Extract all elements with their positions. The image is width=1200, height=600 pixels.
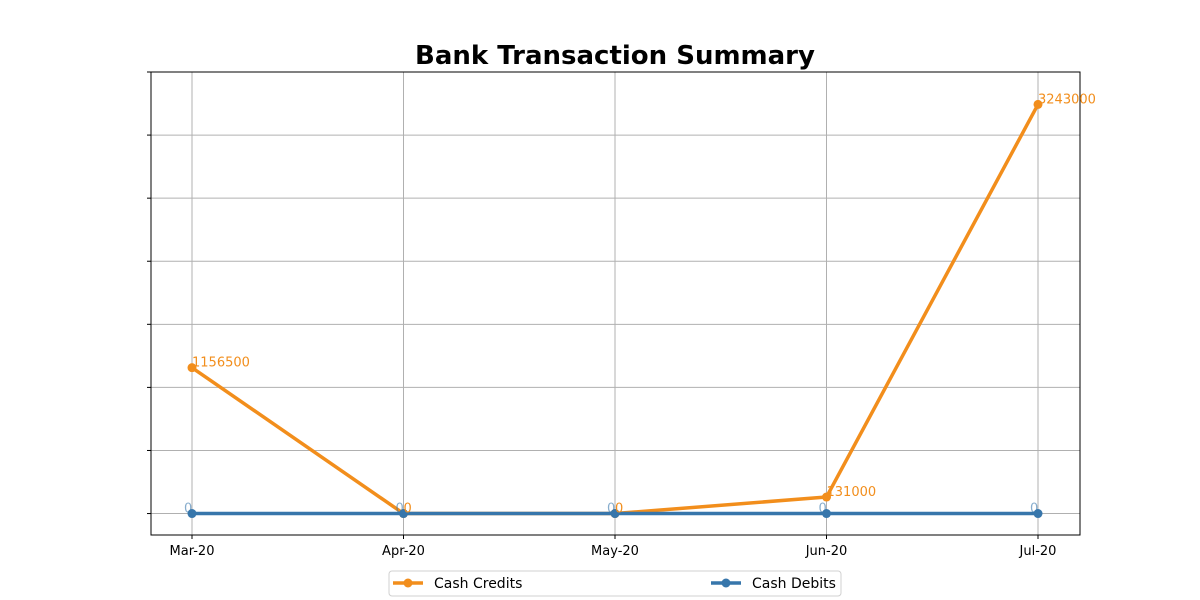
data-label: 3243000 (1038, 92, 1096, 107)
data-label: 0 (396, 502, 404, 517)
data-point (822, 492, 831, 502)
x-tick-label: Apr-20 (382, 544, 425, 559)
data-label: 0 (607, 502, 615, 517)
legend-item: Cash Debits (711, 576, 836, 592)
grid (151, 71, 1080, 535)
data-point (610, 509, 620, 519)
y-axis (147, 71, 151, 515)
data-point (187, 509, 197, 519)
legend-swatch-marker (721, 578, 731, 588)
series-layer (187, 99, 1043, 519)
x-tick-label: Jul-20 (1019, 544, 1057, 559)
chart-title: Bank Transaction Summary (415, 41, 815, 71)
data-point (399, 509, 408, 519)
data-label: 0 (1030, 502, 1038, 517)
series-cash-debits (187, 509, 1043, 519)
data-label: 0 (615, 502, 623, 517)
data-label: 0 (819, 502, 827, 517)
data-label: 131000 (827, 485, 877, 500)
data-point (1033, 509, 1043, 519)
x-tick-label: Mar-20 (170, 544, 215, 559)
data-point (1033, 99, 1043, 109)
legend-item: Cash Credits (393, 576, 522, 592)
x-tick-label: May-20 (591, 544, 639, 559)
data-point (822, 509, 831, 519)
data-label: 0 (404, 502, 412, 517)
legend-box (388, 570, 842, 597)
x-tick-label: Jun-20 (805, 544, 848, 559)
legend-label: Cash Debits (752, 576, 836, 592)
x-axis: Mar-20 Apr-20 May-20 Jun-20 Jul-20 (170, 535, 1057, 559)
data-label: 0 (184, 502, 192, 517)
legend-label: Cash Credits (434, 576, 522, 592)
data-label: 1156500 (192, 356, 250, 371)
data-point (187, 363, 197, 373)
legend-swatch-marker (403, 578, 413, 588)
legend: Cash Credits Cash Debits (388, 570, 842, 597)
